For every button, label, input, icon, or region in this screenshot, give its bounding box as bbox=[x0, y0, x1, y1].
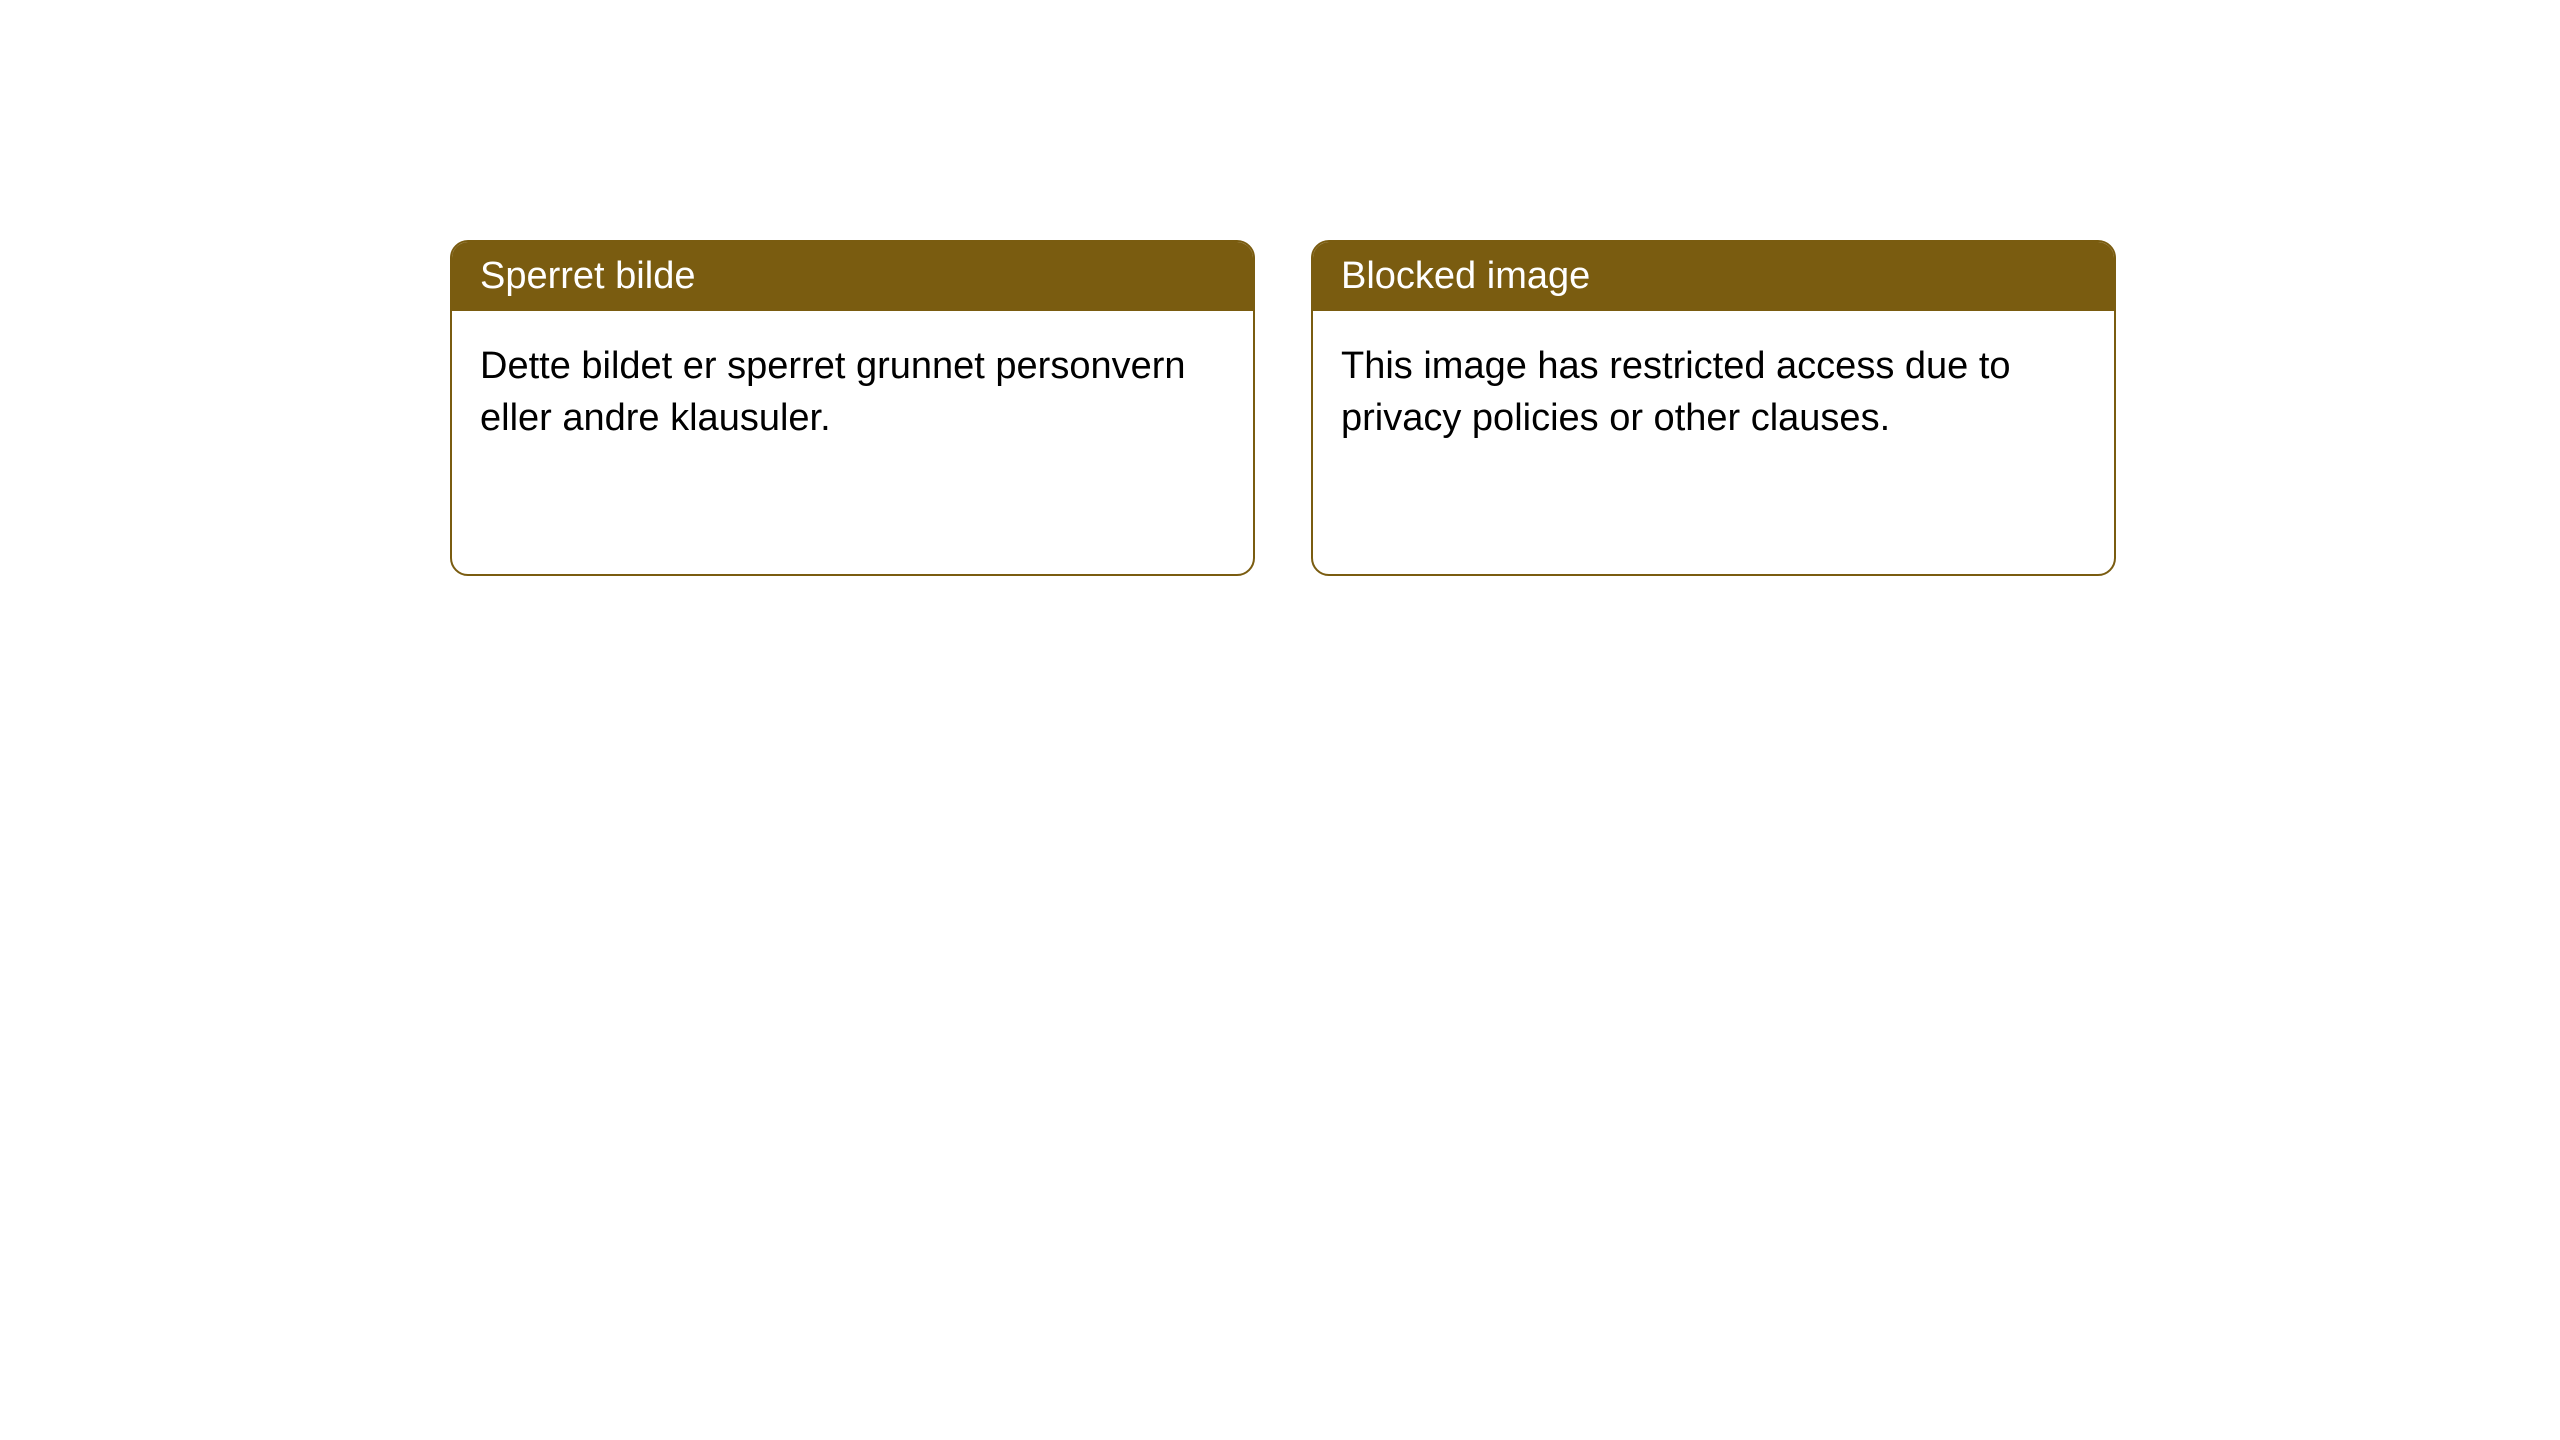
card-body-text: This image has restricted access due to … bbox=[1341, 345, 2011, 438]
card-title: Sperret bilde bbox=[480, 255, 695, 297]
card-body: This image has restricted access due to … bbox=[1313, 311, 2114, 474]
card-body: Dette bildet er sperret grunnet personve… bbox=[452, 311, 1253, 474]
card-header: Sperret bilde bbox=[452, 242, 1253, 311]
notice-card-norwegian: Sperret bilde Dette bildet er sperret gr… bbox=[450, 240, 1255, 576]
notice-card-english: Blocked image This image has restricted … bbox=[1311, 240, 2116, 576]
card-header: Blocked image bbox=[1313, 242, 2114, 311]
notice-container: Sperret bilde Dette bildet er sperret gr… bbox=[0, 0, 2560, 576]
card-title: Blocked image bbox=[1341, 255, 1590, 297]
card-body-text: Dette bildet er sperret grunnet personve… bbox=[480, 345, 1186, 438]
